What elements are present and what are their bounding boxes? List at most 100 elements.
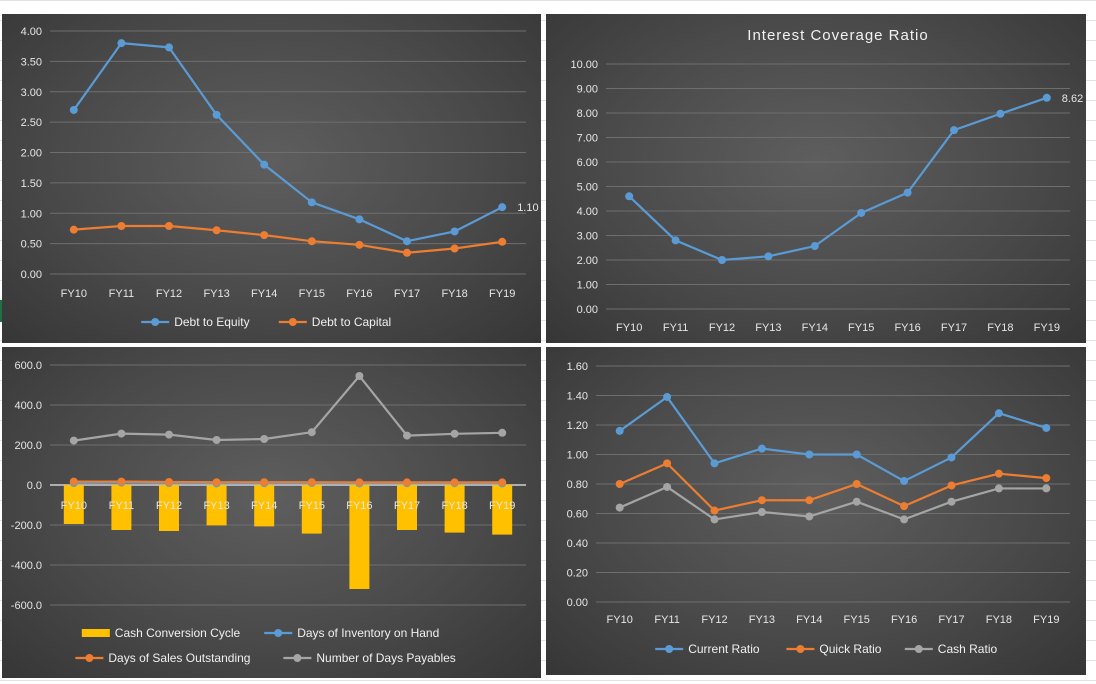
chart2-y-tick-label: 8.00 <box>577 108 598 120</box>
chart4-legend-label-cash-ratio: Cash Ratio <box>938 642 998 656</box>
chart4-point-quick-ratio <box>1042 474 1051 483</box>
chart4-y-tick-label: 0.60 <box>567 509 588 521</box>
chart3-x-tick-label: FY18 <box>441 500 467 512</box>
chart3-point-days-of-sales-outstanding <box>165 478 173 486</box>
chart1-point-debt-to-equity <box>498 203 507 212</box>
chart1-point-debt-to-capital <box>165 222 173 231</box>
chart4-point-quick-ratio <box>994 469 1003 478</box>
chart3-x-tick-label: FY17 <box>394 500 420 512</box>
chart3-bar-cash-conversion-cycle <box>111 485 132 530</box>
chart2-y-tick-label: 0.00 <box>577 304 598 316</box>
chart4-point-current-ratio <box>757 444 766 453</box>
chart3-point-days-of-sales-outstanding <box>69 477 78 486</box>
chart2-x-tick-label: FY17 <box>941 322 967 334</box>
chart4-point-current-ratio <box>1042 423 1051 432</box>
chart4-point-quick-ratio <box>615 480 624 488</box>
chart3-point-days-of-sales-outstanding <box>450 478 459 487</box>
chart3-point-number-of-days-payables <box>69 436 78 445</box>
chart1-point-debt-to-equity <box>355 215 364 224</box>
chart4-legend-marker-cash-ratio <box>914 645 923 653</box>
chart1-point-debt-to-capital <box>307 237 316 246</box>
chart2-y-tick-label: 9.00 <box>577 84 598 96</box>
leverage-ratios-chart[interactable]: 0.00 0.50 1.00 1.50 2.00 2.50 3.00 3.50 4.00 FY10… <box>2 14 541 343</box>
chart3-x-tick-label: FY16 <box>346 500 372 512</box>
chart3-point-days-of-sales-outstanding <box>307 478 316 487</box>
chart3-x-tick-label: FY14 <box>251 500 277 512</box>
chart3-x-tick-label: FY11 <box>109 500 134 512</box>
chart1-point-debt-to-equity <box>307 198 316 207</box>
chart1-line-debt-to-capital <box>73 224 503 254</box>
chart3-x-tick-label: FY15 <box>299 500 325 512</box>
chart1-y-tick-label: 1.50 <box>21 178 42 190</box>
interest-coverage-chart[interactable]: Interest Coverage Ratio 0.00 1.00 2.00 3.00 4… <box>546 14 1086 343</box>
chart1-x-tick-label: FY16 <box>346 288 372 300</box>
chart3-y-tick-label: 0.0 <box>27 480 42 492</box>
chart3-point-days-of-sales-outstanding <box>117 477 126 486</box>
chart1-point-debt-to-capital <box>498 237 507 246</box>
chart3-bar-cash-conversion-cycle <box>301 485 322 534</box>
chart2-title: Interest Coverage Ratio <box>747 27 928 44</box>
chart1-point-debt-to-equity <box>165 43 173 52</box>
chart3-legend-marker-days-of-sales-outstanding <box>85 654 94 662</box>
chart4-point-current-ratio <box>710 459 719 468</box>
chart4-point-cash-ratio <box>663 482 672 491</box>
chart2-x-tick-label: FY18 <box>987 322 1013 334</box>
chart3-point-days-of-sales-outstanding <box>403 478 411 487</box>
liquidity-ratios-chart[interactable]: 0.00 0.20 0.40 0.60 0.80 1.00 1.20 1.40 1.60 FY10… <box>546 347 1086 675</box>
chart1-y-tick-label: 3.50 <box>21 56 42 68</box>
chart1-x-tick-label: FY19 <box>489 288 515 300</box>
chart3-legend-label-cash-conversion-cycle: Cash Conversion Cycle <box>115 626 241 640</box>
chart2-point-series <box>857 208 866 217</box>
interest-coverage-svg: Interest Coverage Ratio 0.00 1.00 2.00 3.00 4… <box>570 27 1083 334</box>
chart4-point-quick-ratio <box>852 480 861 488</box>
chart3-x-tick-label: FY10 <box>61 500 87 512</box>
chart3-legend-swatch-cash-conversion-cycle <box>81 629 110 637</box>
chart4-point-cash-ratio <box>900 515 909 524</box>
chart1-point-debt-to-capital <box>212 226 221 235</box>
chart3-bar-cash-conversion-cycle <box>349 485 370 589</box>
chart4-point-quick-ratio <box>947 481 956 490</box>
chart1-point-debt-to-capital <box>403 248 411 257</box>
chart3-point-days-of-sales-outstanding <box>355 478 364 487</box>
chart3-bar-cash-conversion-cycle <box>492 485 513 535</box>
chart3-line-number-of-days-payables <box>73 374 503 442</box>
chart2-y-tick-label: 6.00 <box>577 157 598 169</box>
chart3-y-tick-label: -400.0 <box>11 560 42 572</box>
chart3-point-days-of-sales-outstanding <box>212 478 221 487</box>
chart4-point-quick-ratio <box>663 459 672 468</box>
chart4-y-tick-label: 1.20 <box>567 420 588 432</box>
chart4-y-tick-label: 0.00 <box>567 597 588 609</box>
chart2-point-series <box>718 256 726 264</box>
chart3-point-number-of-days-payables <box>212 436 221 444</box>
chart4-x-tick-label: FY14 <box>796 614 822 626</box>
chart1-x-tick-label: FY18 <box>441 288 467 300</box>
cash-conversion-chart[interactable]: -600.0 -400.0 -200.0 0.0 200.0 400.0 600.0 FY10… <box>2 347 541 678</box>
chart2-x-tick-label: FY15 <box>848 322 874 334</box>
chart1-point-debt-to-equity <box>403 237 411 246</box>
chart4-point-cash-ratio <box>757 508 766 517</box>
chart4-point-quick-ratio <box>757 496 766 505</box>
chart4-y-tick-label: 1.00 <box>567 450 588 462</box>
chart1-x-tick-label: FY13 <box>203 288 229 300</box>
chart1-y-tick-label: 2.00 <box>21 148 42 160</box>
chart4-point-quick-ratio <box>900 502 909 511</box>
chart4-legend-label-quick-ratio: Quick Ratio <box>819 642 881 656</box>
chart4-point-current-ratio <box>663 392 672 401</box>
chart1-y-tick-label: 2.50 <box>21 117 42 129</box>
chart3-point-number-of-days-payables <box>450 429 459 438</box>
chart4-x-tick-label: FY15 <box>844 614 870 626</box>
chart1-point-debt-to-capital <box>355 240 364 249</box>
chart3-bar-cash-conversion-cycle <box>444 485 465 533</box>
chart1-y-tick-label: 1.00 <box>21 208 42 220</box>
selected-cell-marker <box>0 300 2 322</box>
chart2-data-label: 8.62 <box>1062 93 1083 105</box>
chart3-legend-label-days-of-inventory-on-hand: Days of Inventory on Hand <box>297 626 439 640</box>
chart2-x-tick-label: FY13 <box>755 322 781 334</box>
chart4-point-cash-ratio <box>947 497 956 506</box>
chart1-x-tick-label: FY15 <box>299 288 325 300</box>
chart3-point-days-of-sales-outstanding <box>260 478 269 487</box>
chart3-x-tick-label: FY13 <box>203 500 229 512</box>
chart4-point-quick-ratio <box>805 496 814 505</box>
chart1-x-tick-label: FY14 <box>251 288 277 300</box>
chart3-point-number-of-days-payables <box>117 429 126 438</box>
